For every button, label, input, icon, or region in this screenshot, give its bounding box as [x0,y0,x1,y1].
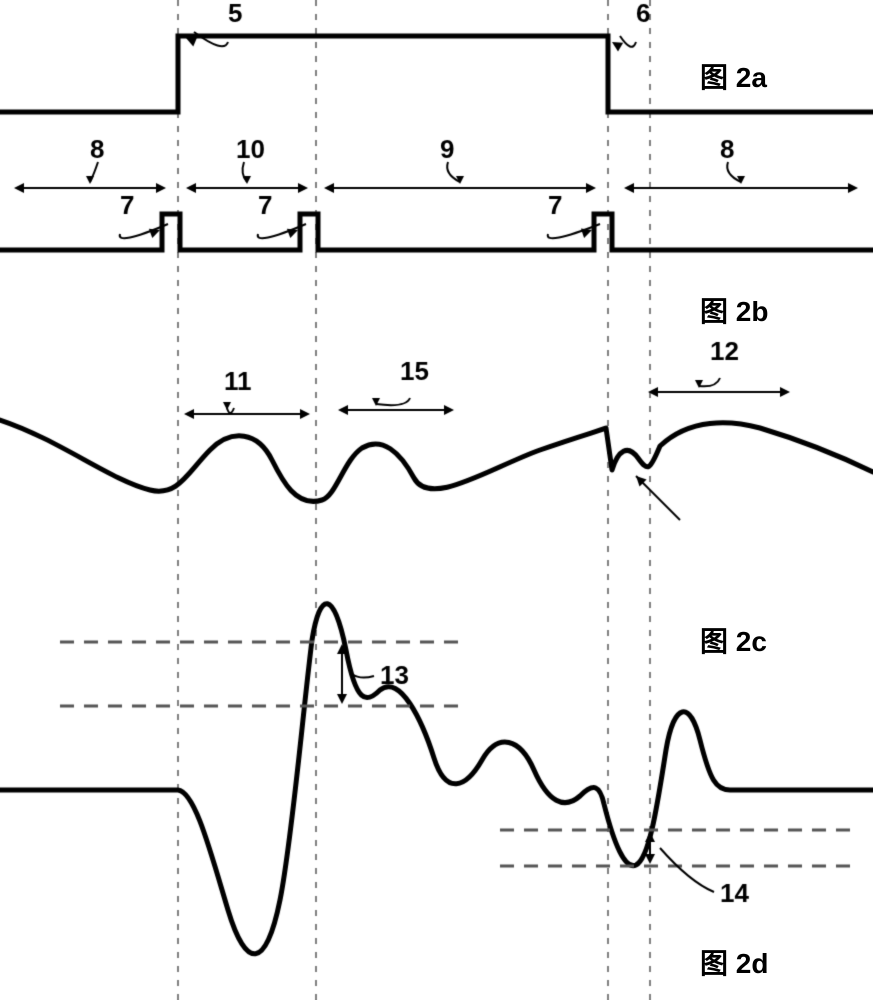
figure-container: 图 2a 图 2b 图 2c 图 2d [0,0,873,1000]
fig-label-2a: 图 2a [700,56,767,96]
fig-label-2c: 图 2c [700,620,767,660]
fig-label-2d: 图 2d [700,942,768,982]
fig-label-2b: 图 2b [700,290,768,330]
diagram-canvas [0,0,873,1000]
